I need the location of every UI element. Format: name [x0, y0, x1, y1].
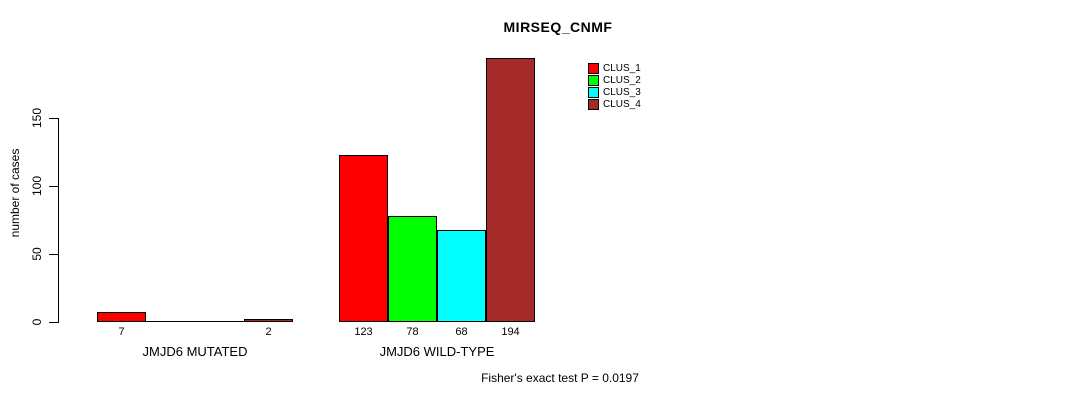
category-label-jmjd6-wild-type: JMJD6 WILD-TYPE [379, 344, 495, 359]
legend-label-clus-4: CLUS_4 [603, 99, 641, 110]
y-tick-label-0: 0 [30, 318, 44, 326]
footer-note: Fisher's exact test P = 0.0197 [481, 371, 639, 385]
y-axis-title: number of cases [8, 148, 22, 238]
chart-title: MIRSEQ_CNMF [503, 19, 613, 35]
legend-swatch-clus-4 [588, 99, 599, 110]
y-tick-150 [49, 118, 58, 119]
bar-value-clus-4-jmjd6-mutated: 2 [265, 326, 272, 338]
y-tick-100 [49, 186, 58, 187]
bar-clus-1-jmjd6-wild-type [339, 155, 388, 322]
legend-swatch-clus-2 [588, 75, 599, 86]
y-axis-line [58, 118, 59, 323]
y-tick-0 [49, 322, 58, 323]
bar-clus-3-jmjd6-wild-type [437, 230, 486, 322]
bar-clus-4-jmjd6-mutated [244, 319, 293, 322]
bar-clus-1-jmjd6-mutated [97, 312, 146, 322]
legend-label-clus-3: CLUS_3 [603, 87, 641, 98]
bar-value-clus-2-jmjd6-wild-type: 78 [406, 326, 419, 338]
y-tick-label-100: 100 [30, 175, 44, 197]
bar-value-clus-4-jmjd6-wild-type: 194 [501, 326, 520, 338]
y-tick-label-50: 50 [30, 247, 44, 261]
legend-label-clus-1: CLUS_1 [603, 63, 641, 74]
legend-label-clus-2: CLUS_2 [603, 75, 641, 86]
bar-value-clus-3-jmjd6-wild-type: 68 [455, 326, 468, 338]
legend-swatch-clus-1 [588, 63, 599, 74]
y-tick-label-150: 150 [30, 107, 44, 129]
bar-clus-3-jmjd6-mutated [195, 321, 244, 322]
bar-clus-2-jmjd6-wild-type [388, 216, 437, 322]
y-tick-50 [49, 254, 58, 255]
bar-value-clus-1-jmjd6-wild-type: 123 [354, 326, 373, 338]
legend-swatch-clus-3 [588, 87, 599, 98]
bar-value-clus-1-jmjd6-mutated: 7 [118, 326, 125, 338]
bar-clus-2-jmjd6-mutated [146, 321, 195, 322]
bar-clus-4-jmjd6-wild-type [486, 58, 535, 322]
category-label-jmjd6-mutated: JMJD6 MUTATED [142, 344, 248, 359]
